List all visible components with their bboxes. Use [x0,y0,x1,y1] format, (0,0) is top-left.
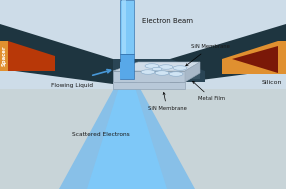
Text: SiN Membrane: SiN Membrane [186,44,229,66]
Polygon shape [138,62,200,79]
Ellipse shape [145,64,159,68]
Polygon shape [0,24,113,84]
Text: Spacer: Spacer [1,46,7,66]
Ellipse shape [152,67,162,71]
Polygon shape [113,59,205,82]
Polygon shape [59,81,195,189]
Polygon shape [185,62,200,82]
Polygon shape [0,41,55,71]
Polygon shape [113,82,185,89]
Polygon shape [222,41,278,74]
Polygon shape [232,46,278,73]
Polygon shape [0,0,105,24]
Ellipse shape [173,66,187,70]
Polygon shape [0,89,286,189]
Polygon shape [113,71,185,82]
Text: SiN Membrane: SiN Membrane [148,92,186,112]
Text: Flowing Liquid: Flowing Liquid [51,83,93,88]
Polygon shape [87,81,167,189]
Text: Silicon: Silicon [262,80,282,84]
Ellipse shape [141,70,155,74]
Polygon shape [0,0,286,89]
Ellipse shape [169,72,183,76]
Text: Metal Film: Metal Film [193,81,226,101]
Polygon shape [278,41,286,74]
Polygon shape [170,24,286,84]
Ellipse shape [155,71,169,75]
Polygon shape [0,41,8,71]
Polygon shape [122,0,126,54]
Polygon shape [7,42,55,71]
Polygon shape [8,41,55,71]
Polygon shape [120,0,134,54]
Polygon shape [120,54,134,79]
Polygon shape [120,62,134,79]
Polygon shape [113,62,200,71]
Text: Electron Beam: Electron Beam [142,18,194,24]
Text: Scattered Electrons: Scattered Electrons [72,132,130,136]
Ellipse shape [159,65,173,69]
